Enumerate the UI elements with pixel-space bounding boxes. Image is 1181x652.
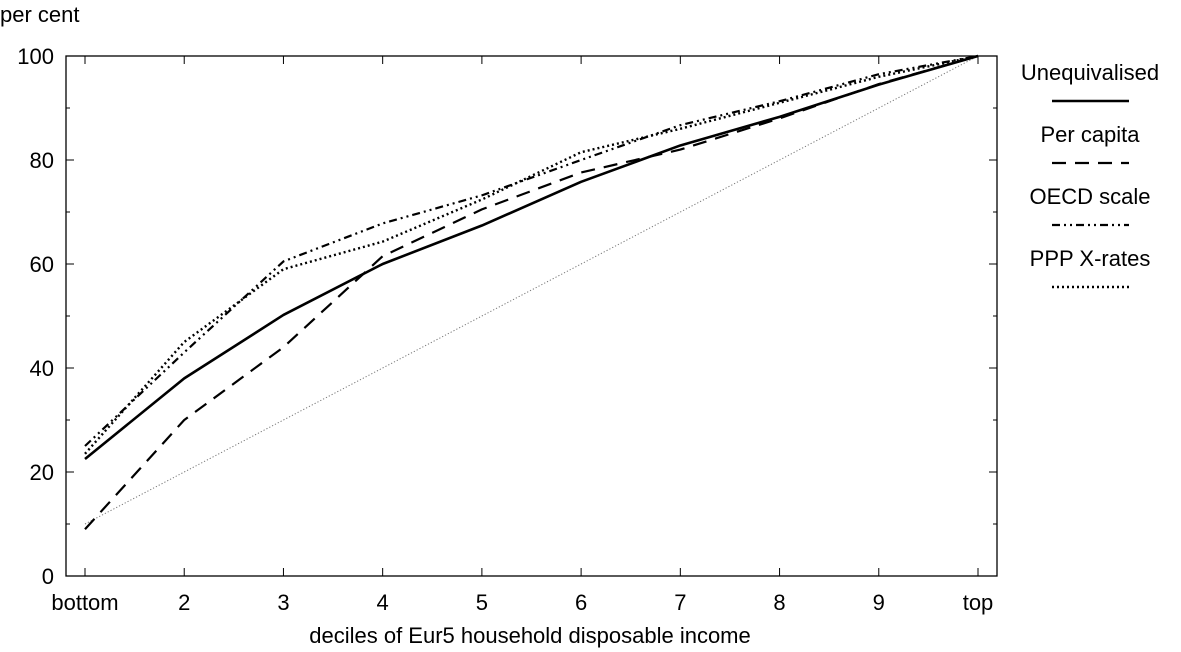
y-tick-label: 60 [30,252,54,277]
equality-line [84,55,979,525]
x-tick-label: 3 [277,590,289,615]
series-lines [84,54,979,530]
x-tick-label: top [963,590,994,615]
x-tick-label: 6 [575,590,587,615]
legend: Unequivalised Per capita OECD scale PPP X-r… [1021,60,1159,289]
y-tick-label: 80 [30,148,54,173]
plot-frame [65,55,998,577]
x-tick-label: 4 [377,590,389,615]
series-line-per-capita [84,54,979,530]
series-line-unequivalised [84,54,979,461]
series-line-ppp-x-rates [84,54,979,455]
y-tick-label: 20 [30,460,54,485]
y-axis-label: per cent [0,2,80,27]
y-axis: 0 20 40 60 80 100 [17,44,997,589]
x-tick-label: 9 [873,590,885,615]
legend-label: Unequivalised [1021,60,1159,85]
legend-label: OECD scale [1029,184,1150,209]
y-tick-label: 40 [30,356,54,381]
plot-area-border [65,55,998,577]
equality-reference-line [84,55,979,525]
legend-label: PPP X-rates [1030,246,1151,271]
x-tick-label: 7 [674,590,686,615]
x-tick-label: 5 [476,590,488,615]
x-axis-label: deciles of Eur5 household disposable inc… [309,623,751,648]
legend-label: Per capita [1040,122,1140,147]
x-tick-label: bottom [51,590,118,615]
x-axis: bottom 2 3 4 5 6 7 8 9 top [51,56,993,615]
y-tick-label: 100 [17,44,54,69]
x-tick-label: 2 [178,590,190,615]
y-tick-label: 0 [42,564,54,589]
x-tick-label: 8 [773,590,785,615]
series-line-oecd-scale [84,54,979,447]
